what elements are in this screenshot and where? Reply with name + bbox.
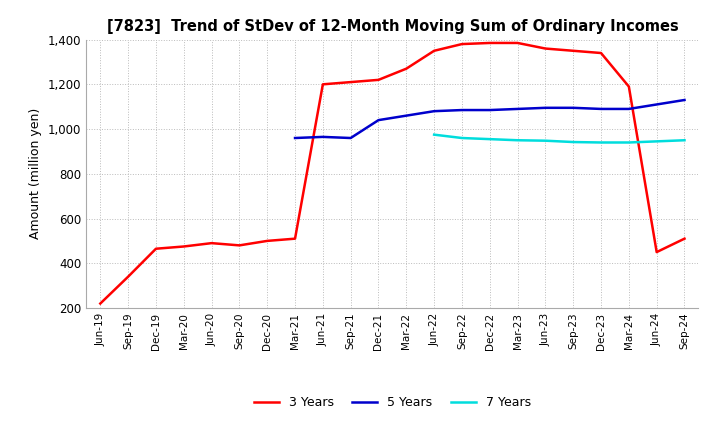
5 Years bbox=[291, 136, 300, 141]
5 Years bbox=[624, 106, 633, 112]
3 Years bbox=[346, 80, 355, 85]
5 Years bbox=[597, 106, 606, 112]
Line: 5 Years: 5 Years bbox=[295, 100, 685, 138]
3 Years bbox=[318, 82, 327, 87]
5 Years bbox=[374, 117, 383, 123]
3 Years bbox=[458, 41, 467, 47]
3 Years bbox=[485, 40, 494, 46]
7 Years bbox=[458, 136, 467, 141]
3 Years bbox=[430, 48, 438, 53]
3 Years bbox=[235, 243, 243, 248]
3 Years bbox=[207, 241, 216, 246]
5 Years bbox=[402, 113, 410, 118]
Y-axis label: Amount (million yen): Amount (million yen) bbox=[30, 108, 42, 239]
3 Years bbox=[597, 50, 606, 55]
3 Years bbox=[652, 249, 661, 255]
Line: 3 Years: 3 Years bbox=[100, 43, 685, 304]
7 Years bbox=[652, 139, 661, 144]
5 Years bbox=[541, 105, 550, 110]
3 Years bbox=[179, 244, 188, 249]
5 Years bbox=[680, 97, 689, 103]
3 Years bbox=[263, 238, 271, 244]
5 Years bbox=[458, 107, 467, 113]
5 Years bbox=[346, 136, 355, 141]
3 Years bbox=[569, 48, 577, 53]
3 Years bbox=[541, 46, 550, 51]
5 Years bbox=[513, 106, 522, 112]
3 Years bbox=[152, 246, 161, 251]
5 Years bbox=[430, 109, 438, 114]
7 Years bbox=[430, 132, 438, 137]
Line: 7 Years: 7 Years bbox=[434, 135, 685, 143]
3 Years bbox=[291, 236, 300, 241]
Legend: 3 Years, 5 Years, 7 Years: 3 Years, 5 Years, 7 Years bbox=[248, 392, 536, 414]
5 Years bbox=[652, 102, 661, 107]
3 Years bbox=[96, 301, 104, 306]
3 Years bbox=[513, 40, 522, 46]
5 Years bbox=[318, 134, 327, 139]
7 Years bbox=[541, 138, 550, 143]
7 Years bbox=[569, 139, 577, 145]
7 Years bbox=[485, 136, 494, 142]
3 Years bbox=[402, 66, 410, 71]
7 Years bbox=[624, 140, 633, 145]
3 Years bbox=[124, 274, 132, 279]
7 Years bbox=[597, 140, 606, 145]
5 Years bbox=[485, 107, 494, 113]
3 Years bbox=[624, 84, 633, 89]
7 Years bbox=[513, 138, 522, 143]
7 Years bbox=[680, 138, 689, 143]
3 Years bbox=[374, 77, 383, 82]
5 Years bbox=[569, 105, 577, 110]
3 Years bbox=[680, 236, 689, 241]
Title: [7823]  Trend of StDev of 12-Month Moving Sum of Ordinary Incomes: [7823] Trend of StDev of 12-Month Moving… bbox=[107, 19, 678, 34]
